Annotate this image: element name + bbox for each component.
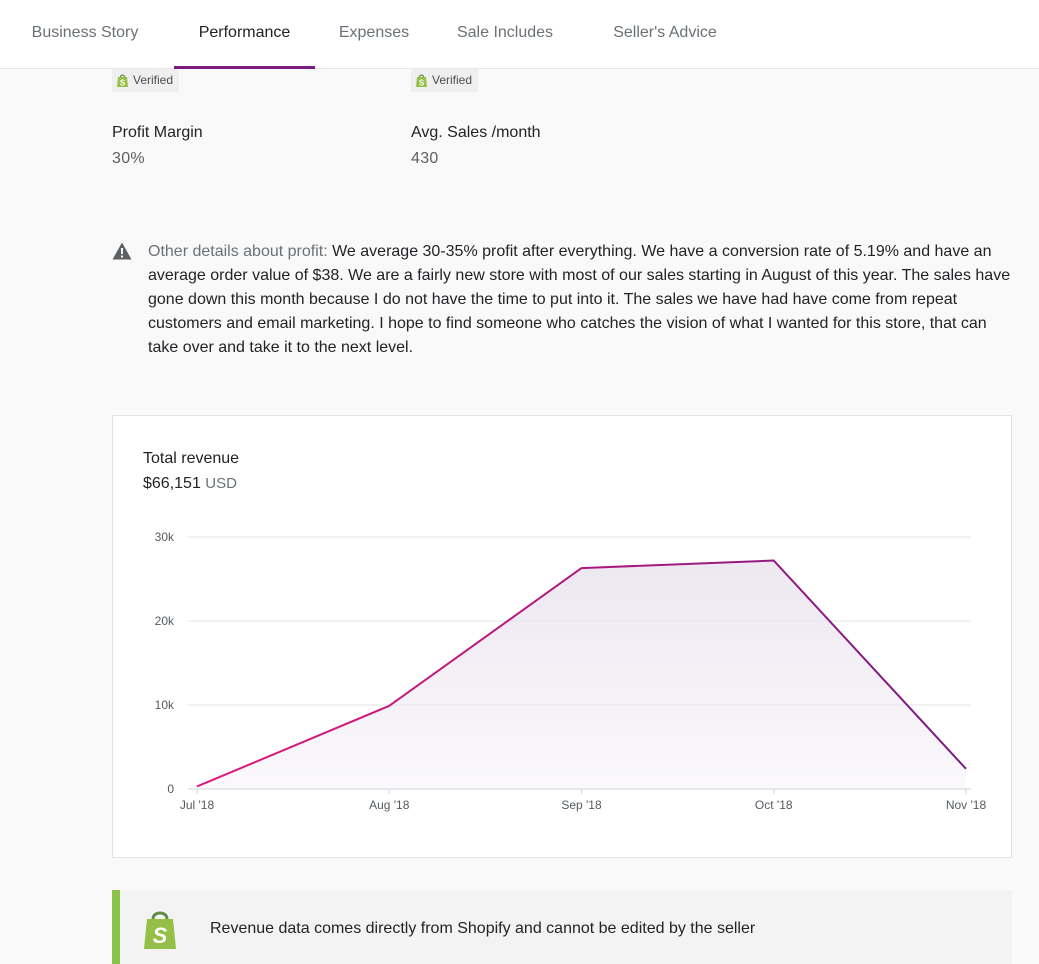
profit-details-text: Other details about profit: We average 3…: [148, 240, 1012, 360]
svg-text:S: S: [153, 923, 168, 948]
data-point: [772, 559, 776, 563]
verified-badge: S Verified: [112, 69, 179, 92]
profit-margin-value: 30%: [112, 150, 145, 168]
x-tick-label: Aug '18: [369, 798, 410, 812]
verified-label: Verified: [133, 69, 173, 92]
x-tick-label: Oct '18: [755, 798, 793, 812]
verified-badge: S Verified: [411, 69, 478, 92]
revenue-chart-card: Total revenue $66,151 USD 0 10k 20k 30k Jul …: [112, 415, 1012, 858]
data-point: [580, 566, 584, 570]
x-tick-label: Sep '18: [561, 798, 602, 812]
shopify-note-text: Revenue data comes directly from Shopify…: [210, 920, 755, 938]
shopify-bag-icon: S: [116, 73, 129, 88]
tab-expenses[interactable]: Expenses: [320, 0, 428, 69]
y-tick-label: 10k: [155, 698, 175, 712]
shopify-logo-icon: S: [142, 908, 178, 950]
tab-performance[interactable]: Performance: [174, 0, 315, 69]
revenue-area: [197, 561, 966, 789]
y-tick-label: 30k: [155, 530, 175, 544]
svg-text:S: S: [120, 79, 126, 88]
verified-label: Verified: [432, 69, 472, 92]
x-tick-label: Jul '18: [180, 798, 215, 812]
profit-details-lead: Other details about profit:: [148, 243, 328, 260]
warning-icon: [112, 242, 132, 260]
x-tick-label: Nov '18: [946, 798, 987, 812]
shopify-bag-icon: S: [415, 73, 428, 88]
data-point: [964, 767, 968, 771]
shopify-data-note: S Revenue data comes directly from Shopi…: [112, 890, 1012, 964]
tab-bar: Business Story Performance Expenses Sale…: [0, 0, 1039, 69]
avg-sales-value: 430: [411, 150, 439, 168]
tab-sellers-advice[interactable]: Seller's Advice: [592, 0, 738, 69]
data-point: [195, 784, 199, 788]
profit-margin-label: Profit Margin: [112, 124, 203, 142]
y-tick-label: 20k: [155, 614, 175, 628]
tab-business-story[interactable]: Business Story: [0, 0, 170, 69]
svg-text:S: S: [419, 79, 425, 88]
y-tick-label: 0: [167, 782, 174, 796]
avg-sales-label: Avg. Sales /month: [411, 124, 541, 142]
tab-sale-includes[interactable]: Sale Includes: [436, 0, 574, 69]
revenue-chart: 0 10k 20k 30k Jul '18 Aug '18 Sep '18 Oct '18 No…: [113, 416, 1013, 859]
data-point: [387, 704, 391, 708]
profit-details-note: Other details about profit: We average 3…: [112, 240, 1012, 360]
